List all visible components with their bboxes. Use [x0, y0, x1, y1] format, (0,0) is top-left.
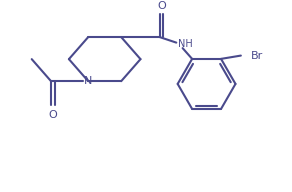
Text: Br: Br	[251, 50, 263, 61]
Text: O: O	[48, 109, 57, 120]
Text: O: O	[157, 1, 166, 11]
Text: N: N	[84, 76, 92, 86]
Text: NH: NH	[178, 39, 192, 49]
